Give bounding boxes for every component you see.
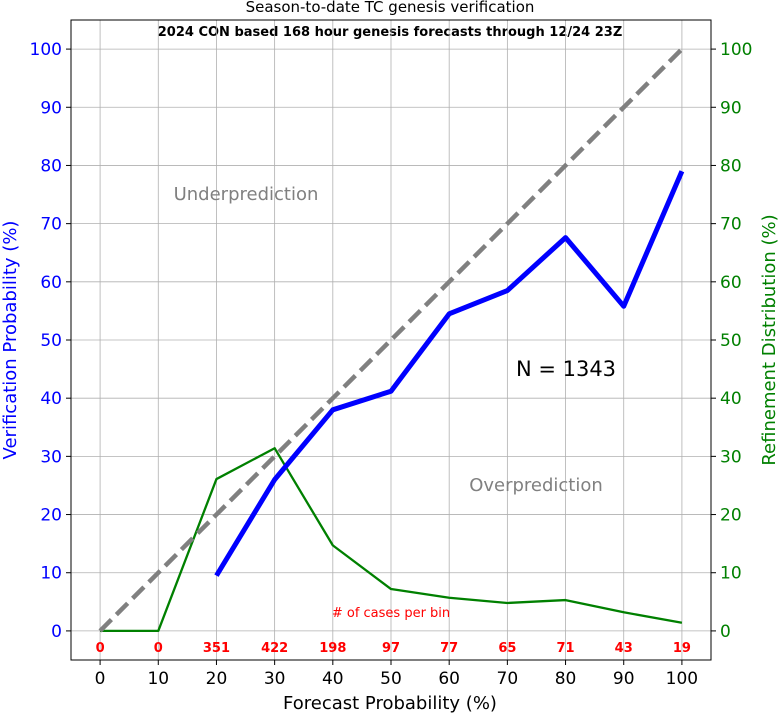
x-tick-label: 60 [438,669,460,689]
counts-layer: 0 0 351 422 198 97 77 65 71 43 19 [96,641,691,656]
y-tick-label-left: 10 [40,564,62,584]
overprediction-label: Overprediction [469,475,603,496]
y-tick-label-left: 80 [40,156,62,176]
underprediction-label: Underprediction [174,184,319,205]
count-label: 351 [203,641,230,656]
y-tick-label-right: 90 [720,98,742,118]
y-tick-label-left: 70 [40,215,62,235]
x-tick-label: 10 [147,669,169,689]
x-tick-label: 0 [95,669,106,689]
grid-lines [71,20,711,660]
y-tick-label-right: 40 [720,389,742,409]
x-tick-label: 20 [206,669,228,689]
count-label: 97 [382,641,400,656]
y-tick-label-right: 60 [720,273,742,293]
count-label: 43 [615,641,633,656]
count-label: 65 [498,641,516,656]
y-tick-label-right: 10 [720,564,742,584]
count-label: 0 [96,641,105,656]
count-label: 19 [673,641,691,656]
y-tick-label-right: 100 [720,40,752,60]
y-tick-label-left: 90 [40,98,62,118]
x-tick-label: 70 [497,669,519,689]
y-tick-label-left: 50 [40,331,62,351]
chart-title: Season-to-date TC genesis verification [246,0,535,16]
y-tick-label-right: 70 [720,215,742,235]
y-tick-label-right: 50 [720,331,742,351]
series-layer [98,47,685,633]
count-label: 422 [261,641,288,656]
y-axis-label-right: Refinement Distribution (%) [759,214,779,465]
y-tick-label-right: 30 [720,447,742,467]
y-tick-label-left: 40 [40,389,62,409]
y-axis-label-left: Verification Probability (%) [0,221,21,460]
y-tick-label-left: 20 [40,506,62,526]
y-tick-label-right: 20 [720,506,742,526]
y-tick-label-left: 60 [40,273,62,293]
chart-subtitle: 2024 CON based 168 hour genesis forecast… [158,25,623,40]
x-tick-label: 30 [264,669,286,689]
axes-layer: 0 10 20 30 40 50 60 70 80 90 100 0 0 10 10 20 20 30 30 40 40… [30,19,752,689]
count-label: 71 [556,641,574,656]
count-label: 198 [319,641,346,656]
y-tick-label-right: 0 [720,622,731,642]
count-label: 77 [440,641,458,656]
y-tick-label-right: 80 [720,156,742,176]
y-tick-label-left: 30 [40,447,62,467]
y-tick-label-left: 0 [51,622,62,642]
x-tick-label: 90 [613,669,635,689]
n-cases-label: N = 1343 [516,357,616,381]
x-tick-label: 80 [555,669,577,689]
x-tick-label: 100 [666,669,698,689]
x-tick-label: 40 [322,669,344,689]
counts-label: # of cases per bin [332,606,450,621]
y-tick-label-left: 100 [30,40,62,60]
x-tick-label: 50 [380,669,402,689]
x-axis-label: Forecast Probability (%) [283,693,497,713]
count-label: 0 [154,641,163,656]
